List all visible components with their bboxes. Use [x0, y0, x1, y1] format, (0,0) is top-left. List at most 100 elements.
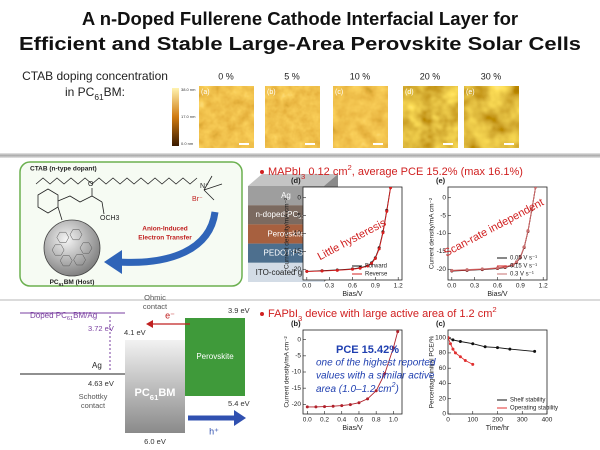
- x-tick-label: 300: [517, 417, 528, 424]
- fullerene-facet: [59, 255, 73, 267]
- y-tick-label: 0: [297, 336, 301, 343]
- afm-letter: (a): [201, 89, 210, 96]
- hole-arrowhead: [234, 410, 246, 426]
- colorbar-label: 38.0 nm: [181, 87, 196, 92]
- contact-label: Ohmic: [144, 293, 166, 302]
- data-point: [340, 404, 344, 408]
- y-tick-label: 0: [297, 194, 301, 201]
- colorbar: [172, 88, 179, 146]
- chart: 0.0 0.2 0.4 0.6 0.8 1.0 0 -5 -10 -15 -20 Bias/V Curr…: [284, 319, 403, 432]
- afm-label: 30 %: [481, 71, 502, 81]
- doped-label-part: Doped PC: [30, 311, 67, 320]
- afm-image: [199, 86, 254, 148]
- stack-top: [248, 174, 338, 186]
- data-point: [458, 355, 462, 359]
- host-label-part: BM (Host): [64, 279, 95, 286]
- data-point: [522, 245, 526, 249]
- y-tick-label: -5: [295, 353, 301, 360]
- data-point: [373, 257, 377, 261]
- data-point: [530, 207, 534, 211]
- panel-letter: (b): [291, 319, 301, 328]
- data-point: [453, 351, 457, 355]
- title-line: Efficient and Stable Large-Area Perovski…: [19, 33, 581, 54]
- data-point: [518, 255, 522, 259]
- y-tick-label: -10: [292, 230, 302, 237]
- data-point: [370, 262, 374, 266]
- note: FAPbI3 device with large active area of …: [268, 305, 497, 323]
- plot-area: [448, 336, 537, 366]
- layer-label: Perovskite: [267, 230, 305, 239]
- legend-label: 0.3 V s⁻¹: [510, 272, 534, 278]
- pcbm-label-part: 61: [150, 393, 159, 402]
- y-tick-label: -5: [440, 212, 446, 219]
- annotation-part: 2: [391, 382, 396, 389]
- y-tick-label: 80: [439, 350, 447, 357]
- data-point: [451, 347, 455, 351]
- alkyl-chain: [35, 177, 198, 185]
- data-point: [496, 346, 499, 350]
- pcbm-label-part: BM: [158, 387, 175, 399]
- transfer-arrowhead: [104, 250, 122, 274]
- data-point: [358, 266, 362, 270]
- layer-label: Ag: [281, 191, 291, 200]
- x-axis-label: Bias/V: [342, 425, 363, 432]
- y-tick-label: -20: [292, 266, 302, 273]
- x-tick-label: 400: [542, 417, 553, 424]
- afm-image: [464, 86, 519, 148]
- layer-label: ITO-coated glass: [256, 268, 317, 277]
- x-tick-label: 0.4: [337, 417, 346, 424]
- doped-label-part: BM/Ag: [73, 311, 97, 320]
- pcbm-label-part: PC: [135, 387, 150, 399]
- contact-label: contact: [81, 401, 106, 410]
- colorbar-label: 17.0 nm: [181, 114, 196, 119]
- note-part: MAPbI: [268, 166, 301, 178]
- x-tick-label: 0: [446, 417, 450, 424]
- data-point: [366, 397, 370, 401]
- y-tick-label: -20: [292, 401, 302, 408]
- host-label-part: PC: [50, 279, 59, 286]
- data-point: [480, 267, 484, 271]
- y-tick-label: 20: [439, 395, 447, 402]
- scale-bar: [305, 143, 315, 145]
- energy-level: 6.0 eV: [144, 437, 166, 446]
- x-tick-label: 1.2: [539, 283, 548, 290]
- layer-label-part: n-doped PC: [256, 210, 299, 219]
- y-tick-label: -15: [292, 248, 302, 255]
- energy-level: 3.72 eV: [88, 324, 114, 333]
- note-part: device with large active area of 1.2 cm: [302, 308, 492, 320]
- data-point: [471, 362, 475, 366]
- legend-label: Reverse: [365, 272, 388, 278]
- plot-frame: [302, 186, 403, 281]
- data-point: [320, 269, 324, 273]
- fullerene: [43, 219, 101, 277]
- panel-letter: (e): [436, 176, 446, 185]
- afm-label: 10 %: [350, 71, 371, 81]
- annotation: values with a similar active: [316, 371, 435, 382]
- divider: [0, 153, 600, 158]
- x-axis-label: Bias/V: [487, 291, 508, 298]
- chart: 0.0 0.3 0.6 0.9 1.2 0 -5 -10 -15 -20 Bias/V Current…: [429, 176, 548, 298]
- data-point: [396, 330, 400, 334]
- hole: h⁺: [209, 426, 219, 436]
- afm-letter: (c): [335, 89, 343, 96]
- methoxy: OCH3: [100, 215, 120, 222]
- data-point: [331, 404, 335, 408]
- host-label: PC61BM (Host): [50, 279, 95, 287]
- plot-frame: [447, 186, 548, 281]
- y-tick-label: -5: [295, 212, 301, 219]
- oxygen: O: [88, 181, 94, 188]
- y-tick-label: 40: [439, 380, 447, 387]
- data-point: [335, 268, 339, 272]
- data-point: [450, 268, 454, 272]
- x-tick-label: 100: [467, 417, 478, 424]
- electron: e⁻: [165, 310, 175, 320]
- afm-label: 0 %: [218, 71, 234, 81]
- data-point: [451, 338, 455, 342]
- energy-level: 4.1 eV: [124, 328, 146, 337]
- x-tick-label: 1.2: [394, 283, 403, 290]
- transfer-label: Anion-Induced: [142, 226, 188, 233]
- note-part: FAPbI: [268, 308, 298, 320]
- perovskite-box: [185, 318, 245, 396]
- note-part: , average PCE 15.2% (max 16.1%): [352, 166, 523, 178]
